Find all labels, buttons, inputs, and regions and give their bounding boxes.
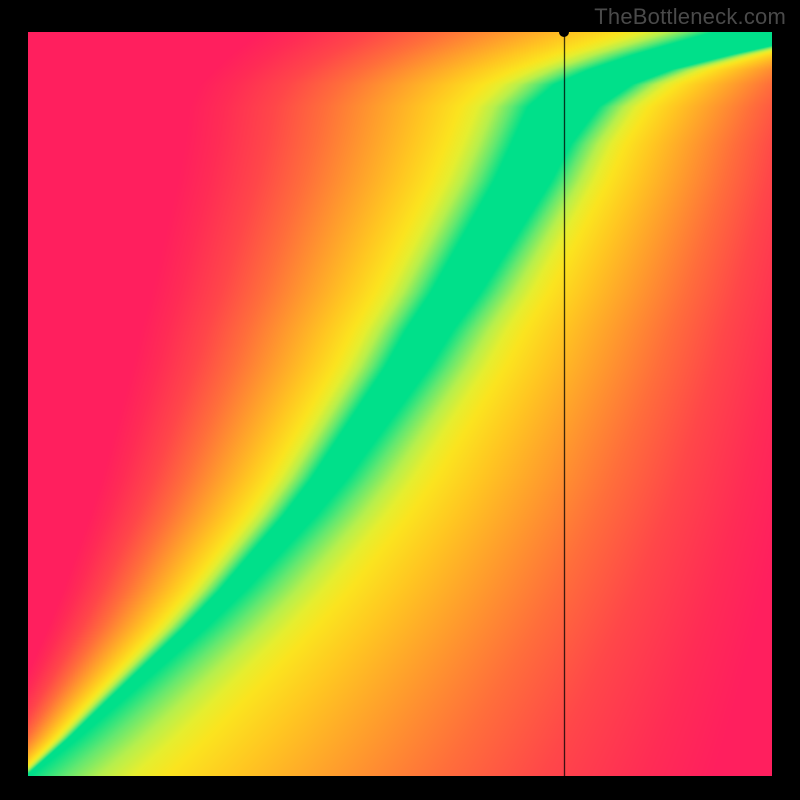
vline-top-marker	[559, 27, 569, 37]
attribution-text: TheBottleneck.com	[594, 4, 786, 30]
heatmap-canvas	[28, 32, 772, 776]
heatmap-plot	[28, 32, 772, 776]
